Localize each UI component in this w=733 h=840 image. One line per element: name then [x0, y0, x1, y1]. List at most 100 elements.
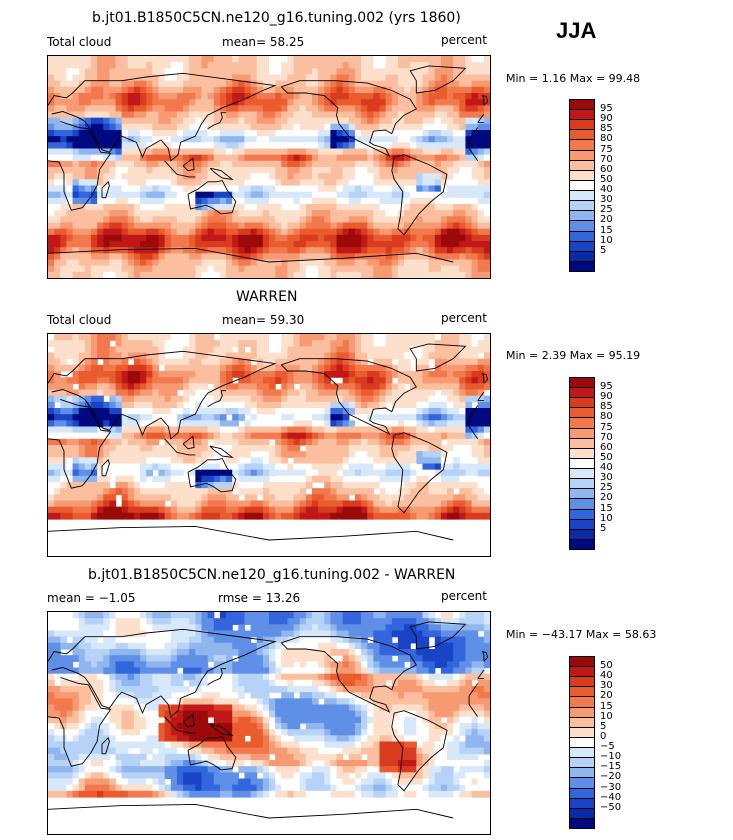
map-cell [422, 130, 430, 137]
map-cell [477, 56, 485, 63]
map-cell [97, 420, 104, 428]
map-cell [201, 204, 209, 211]
map-cell [269, 74, 276, 82]
map-cell [483, 185, 490, 193]
map-cell [78, 426, 86, 434]
map-cell [453, 93, 460, 100]
map-cell [146, 358, 153, 366]
map-cell [447, 482, 454, 489]
map-cell [115, 352, 123, 360]
map-cell [72, 334, 80, 341]
map-cell [232, 185, 239, 193]
map-cell [78, 438, 86, 446]
map-cell [434, 228, 442, 236]
map-cell [66, 117, 74, 125]
map-cell [275, 389, 282, 397]
map-cell [299, 500, 307, 508]
map-cell [103, 136, 110, 143]
map-cell [416, 438, 424, 446]
map-cell [483, 62, 490, 69]
map-cell [361, 74, 368, 82]
map-cell [133, 346, 141, 354]
map-cell [140, 130, 147, 137]
map-cell [238, 383, 246, 391]
map-cell [416, 216, 424, 224]
map-cell [404, 389, 411, 397]
map-cell [275, 463, 282, 471]
map-cell [127, 445, 135, 452]
map-cell [459, 117, 467, 125]
colorbar-tick-label: 40 [600, 184, 613, 196]
map-cell [354, 253, 362, 261]
map-cell [219, 68, 227, 76]
map-cell [219, 426, 227, 434]
map-cell [201, 364, 209, 372]
map-cell [318, 506, 325, 514]
map-cell [342, 445, 350, 452]
map-cell [311, 253, 319, 261]
map-cell [213, 179, 221, 187]
map-cell [66, 68, 74, 76]
map-cell [183, 185, 190, 193]
map-cell [465, 123, 473, 131]
map-cell [109, 99, 117, 106]
map-cell [133, 228, 141, 236]
map-cell [72, 371, 80, 378]
map-cell [477, 457, 485, 465]
map-cell [109, 346, 117, 354]
map-cell [176, 358, 184, 366]
map-cell [354, 130, 362, 137]
map-cell [54, 469, 61, 477]
coastline [409, 343, 467, 372]
map-cell [219, 167, 227, 174]
map-cell [367, 457, 374, 465]
map-cell [293, 438, 301, 446]
map-cell [281, 469, 289, 477]
map-cell [78, 173, 86, 180]
map-cell [256, 179, 264, 187]
map-cell [440, 241, 448, 248]
map-cell [183, 482, 190, 489]
map-cell [305, 612, 313, 619]
map-cell [127, 340, 135, 347]
map-cell [434, 241, 442, 248]
map-cell [428, 389, 436, 397]
map-cell [453, 494, 460, 502]
map-cell [164, 414, 172, 421]
map-cell [219, 173, 227, 180]
map-cell [440, 500, 448, 508]
map-cell [281, 56, 289, 63]
map-cell [244, 142, 252, 150]
map-cell [453, 463, 460, 471]
map-cell [213, 432, 221, 440]
map-cell [115, 401, 123, 409]
map-cell [72, 432, 80, 440]
map-cell [447, 426, 454, 434]
map-cell [195, 148, 203, 156]
map-cell [146, 117, 153, 125]
map-cell [422, 488, 430, 495]
map-cell [152, 612, 160, 619]
map-cell [189, 401, 196, 409]
map-cell [361, 426, 368, 434]
map-cell [391, 469, 399, 477]
map-cell [361, 469, 368, 477]
map-cell [78, 364, 86, 372]
map-cell [428, 340, 436, 347]
map-cell [471, 457, 479, 465]
map-cell [483, 105, 490, 113]
map-cell [447, 56, 454, 63]
map-cell [127, 451, 135, 458]
map-cell [330, 68, 338, 76]
map-cell [379, 185, 387, 193]
map-cell [397, 117, 405, 125]
map-cell [244, 408, 252, 415]
map-cell [434, 210, 442, 217]
map-cell [373, 228, 381, 236]
map-cell [361, 111, 368, 119]
map-cell [54, 74, 61, 82]
map-cell [422, 401, 430, 409]
map-cell [103, 364, 110, 372]
map-cell [84, 612, 92, 619]
map-cell [146, 408, 153, 415]
